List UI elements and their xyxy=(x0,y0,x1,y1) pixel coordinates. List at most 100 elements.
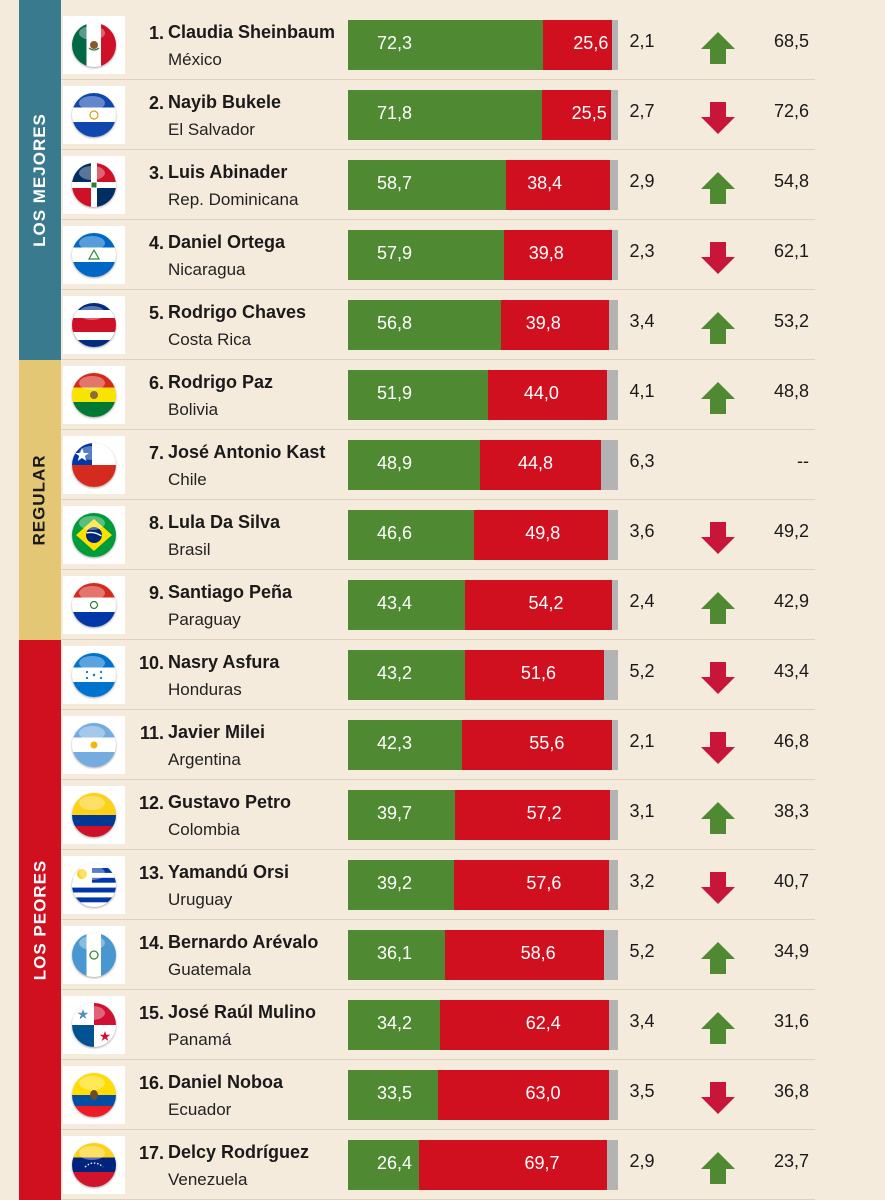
arrow-up-icon xyxy=(699,30,737,66)
rank-number: 7. xyxy=(148,443,164,463)
disapprove-label: 39,8 xyxy=(525,313,561,333)
previous-value: 62,1 xyxy=(773,241,809,261)
no-answer-value: 2,3 xyxy=(629,241,655,261)
previous-value: 68,5 xyxy=(773,31,809,51)
previous-value: 49,2 xyxy=(773,521,809,541)
leader-row: 17. Delcy Rodríguez Venezuela 26,4 69,7 2,9 23… xyxy=(61,1130,815,1200)
disapprove-label: 25,6 xyxy=(573,33,609,53)
disapprove-bar xyxy=(473,510,609,560)
approve-label: 48,9 xyxy=(377,453,413,473)
flag-cell xyxy=(63,856,125,914)
approve-label: 43,2 xyxy=(377,663,413,683)
no-answer-value: 2,1 xyxy=(629,731,655,751)
disapprove-bar xyxy=(453,860,610,910)
rank-number: 14. xyxy=(138,933,164,953)
flag-cell xyxy=(63,1066,125,1124)
leader-name: José Raúl Mulino xyxy=(168,1002,317,1022)
approve-bar xyxy=(348,20,544,70)
no-answer-value: 3,5 xyxy=(629,1081,655,1101)
rank-number: 12. xyxy=(138,793,164,813)
country-name: Argentina xyxy=(168,750,241,769)
colombia-flag-icon xyxy=(72,793,116,837)
flag-cell xyxy=(63,156,125,214)
disapprove-label: 25,5 xyxy=(571,103,607,123)
rank-number: 6. xyxy=(148,373,164,393)
approve-bar xyxy=(348,90,542,140)
flag-cell xyxy=(63,296,125,354)
leader-name: Luis Abinader xyxy=(168,162,288,182)
country-name: Venezuela xyxy=(168,1170,248,1189)
approve-bar xyxy=(348,1140,420,1190)
no-answer-value: 5,2 xyxy=(629,941,655,961)
row-divider xyxy=(61,289,815,290)
previous-value: 23,7 xyxy=(773,1151,809,1171)
disapprove-bar xyxy=(480,440,601,490)
nicaragua-flag-icon xyxy=(72,233,116,277)
rank-number: 1. xyxy=(148,23,164,43)
disapprove-label: 54,2 xyxy=(528,593,564,613)
stacked-bar: 36,1 58,6 xyxy=(348,930,618,980)
previous-value: 40,7 xyxy=(773,871,809,891)
disapprove-bar xyxy=(440,1000,609,1050)
row-divider xyxy=(61,149,815,150)
chile-flag-icon xyxy=(72,443,116,487)
approve-bar xyxy=(348,860,454,910)
leader-row: 7. José Antonio Kast Chile 48,9 44,8 6,3 -- xyxy=(61,430,815,500)
country-name: Honduras xyxy=(168,680,242,699)
row-divider xyxy=(61,569,815,570)
row-divider xyxy=(61,1059,815,1060)
bolivia-flag-icon xyxy=(72,373,116,417)
previous-value: 43,4 xyxy=(773,661,809,681)
approve-bar xyxy=(348,370,489,420)
arrow-down-icon xyxy=(699,240,737,276)
no-answer-value: 2,7 xyxy=(629,101,655,121)
disapprove-label: 57,2 xyxy=(526,803,562,823)
ecuador-flag-icon xyxy=(72,1073,116,1117)
country-name: Ecuador xyxy=(168,1100,232,1119)
arrow-up-icon xyxy=(699,1150,737,1186)
approve-label: 43,4 xyxy=(377,593,413,613)
stacked-bar: 43,4 54,2 xyxy=(348,580,618,630)
leader-row: 12. Gustavo Petro Colombia 39,7 57,2 3,1 38,3 xyxy=(61,780,815,850)
leader-row: 15. José Raúl Mulino Panamá 34,2 62,4 3,4 31,6 xyxy=(61,990,815,1060)
argentina-flag-icon xyxy=(72,723,116,767)
uruguay-flag-icon xyxy=(72,863,116,907)
disapprove-bar xyxy=(419,1140,608,1190)
stacked-bar: 39,2 57,6 xyxy=(348,860,618,910)
group-label: LOS MEJORES xyxy=(30,113,49,247)
leader-row: 3. Luis Abinader Rep. Dominicana 58,7 38,4 2,… xyxy=(61,150,815,220)
stacked-bar: 42,3 55,6 xyxy=(348,720,618,770)
flag-cell xyxy=(63,436,125,494)
arrow-up-icon xyxy=(699,310,737,346)
previous-value: 31,6 xyxy=(773,1011,809,1031)
venezuela-flag-icon xyxy=(72,1143,116,1187)
previous-value: 36,8 xyxy=(773,1081,809,1101)
country-name: Paraguay xyxy=(168,610,241,629)
leader-row: 8. Lula Da Silva Brasil 46,6 49,8 3,6 49,2 xyxy=(61,500,815,570)
previous-value: -- xyxy=(797,451,809,471)
no-answer-value: 3,4 xyxy=(629,1011,655,1031)
row-divider xyxy=(61,709,815,710)
row-divider xyxy=(61,79,815,80)
rank-number: 16. xyxy=(138,1073,164,1093)
country-name: Costa Rica xyxy=(168,330,252,349)
country-name: Colombia xyxy=(168,820,240,839)
leader-row: 9. Santiago Peña Paraguay 43,4 54,2 2,4 42,9 xyxy=(61,570,815,640)
dominican-republic-flag-icon xyxy=(72,163,116,207)
flag-cell xyxy=(63,366,125,424)
disapprove-label: 62,4 xyxy=(525,1013,561,1033)
previous-value: 46,8 xyxy=(773,731,809,751)
rank-number: 8. xyxy=(148,513,164,533)
arrow-up-icon xyxy=(699,170,737,206)
country-name: Guatemala xyxy=(168,960,252,979)
stacked-bar: 72,3 25,6 xyxy=(348,20,618,70)
approve-bar xyxy=(348,300,502,350)
flag-cell xyxy=(63,646,125,704)
group-label: LOS PEORES xyxy=(30,859,49,981)
leader-row: 1. Claudia Sheinbaum México 72,3 25,6 2,1 68,5 xyxy=(61,10,815,80)
disapprove-label: 63,0 xyxy=(525,1083,561,1103)
stacked-bar: 39,7 57,2 xyxy=(348,790,618,840)
approve-bar xyxy=(348,580,466,630)
no-answer-value: 2,1 xyxy=(629,31,655,51)
